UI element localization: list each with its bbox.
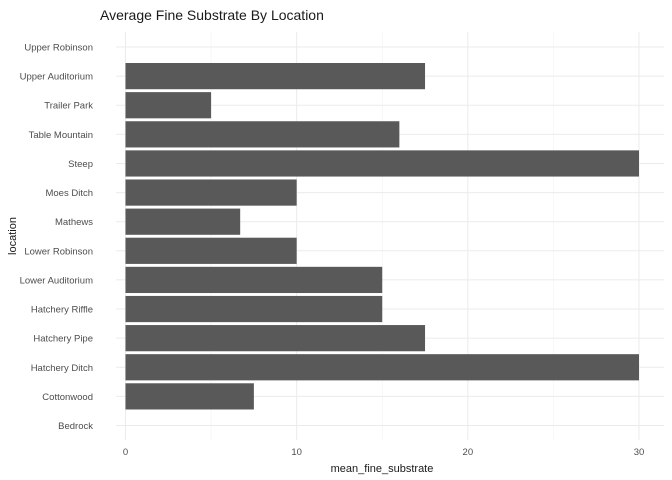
bar bbox=[125, 150, 639, 177]
bar bbox=[125, 383, 254, 410]
x-tick-label: 10 bbox=[291, 447, 302, 458]
bar bbox=[125, 179, 297, 206]
bar bbox=[125, 92, 212, 119]
bar bbox=[125, 295, 383, 323]
x-tick-labels: 0 10 20 30 bbox=[123, 447, 644, 458]
bar bbox=[125, 237, 297, 264]
x-tick-label: 20 bbox=[463, 447, 474, 458]
bar bbox=[125, 354, 639, 381]
y-tick-label: Trailer Park bbox=[44, 101, 93, 112]
y-tick-label: Upper Auditorium bbox=[20, 72, 93, 83]
y-tick-label: Table Mountain bbox=[29, 130, 93, 141]
y-tick-label: Moes Ditch bbox=[45, 188, 93, 199]
y-tick-label: Hatchery Riffle bbox=[31, 305, 93, 316]
bar bbox=[125, 63, 426, 90]
y-tick-labels: Bedrock Cottonwood Hatchery Ditch Hatchery … bbox=[20, 43, 94, 433]
bar bbox=[125, 325, 426, 352]
bar bbox=[125, 266, 383, 294]
y-tick-label: Hatchery Pipe bbox=[33, 334, 93, 345]
bars bbox=[125, 63, 639, 410]
y-tick-label: Hatchery Ditch bbox=[31, 363, 93, 374]
x-tick-label: 0 bbox=[123, 447, 128, 458]
x-axis-title: mean_fine_substrate bbox=[331, 463, 434, 475]
y-axis-title: location bbox=[7, 217, 19, 255]
y-tick-label: Upper Robinson bbox=[24, 43, 93, 54]
chart-title: Average Fine Substrate By Location bbox=[100, 7, 324, 23]
bar bbox=[125, 121, 400, 148]
y-tick-label: Cottonwood bbox=[42, 392, 93, 403]
y-tick-label: Mathews bbox=[55, 217, 93, 228]
y-tick-label: Bedrock bbox=[58, 421, 93, 432]
x-tick-label: 30 bbox=[634, 447, 645, 458]
y-tick-label: Lower Auditorium bbox=[20, 275, 93, 286]
y-tick-label: Lower Robinson bbox=[24, 246, 93, 257]
bar bbox=[125, 208, 241, 235]
y-tick-label: Steep bbox=[68, 159, 93, 170]
